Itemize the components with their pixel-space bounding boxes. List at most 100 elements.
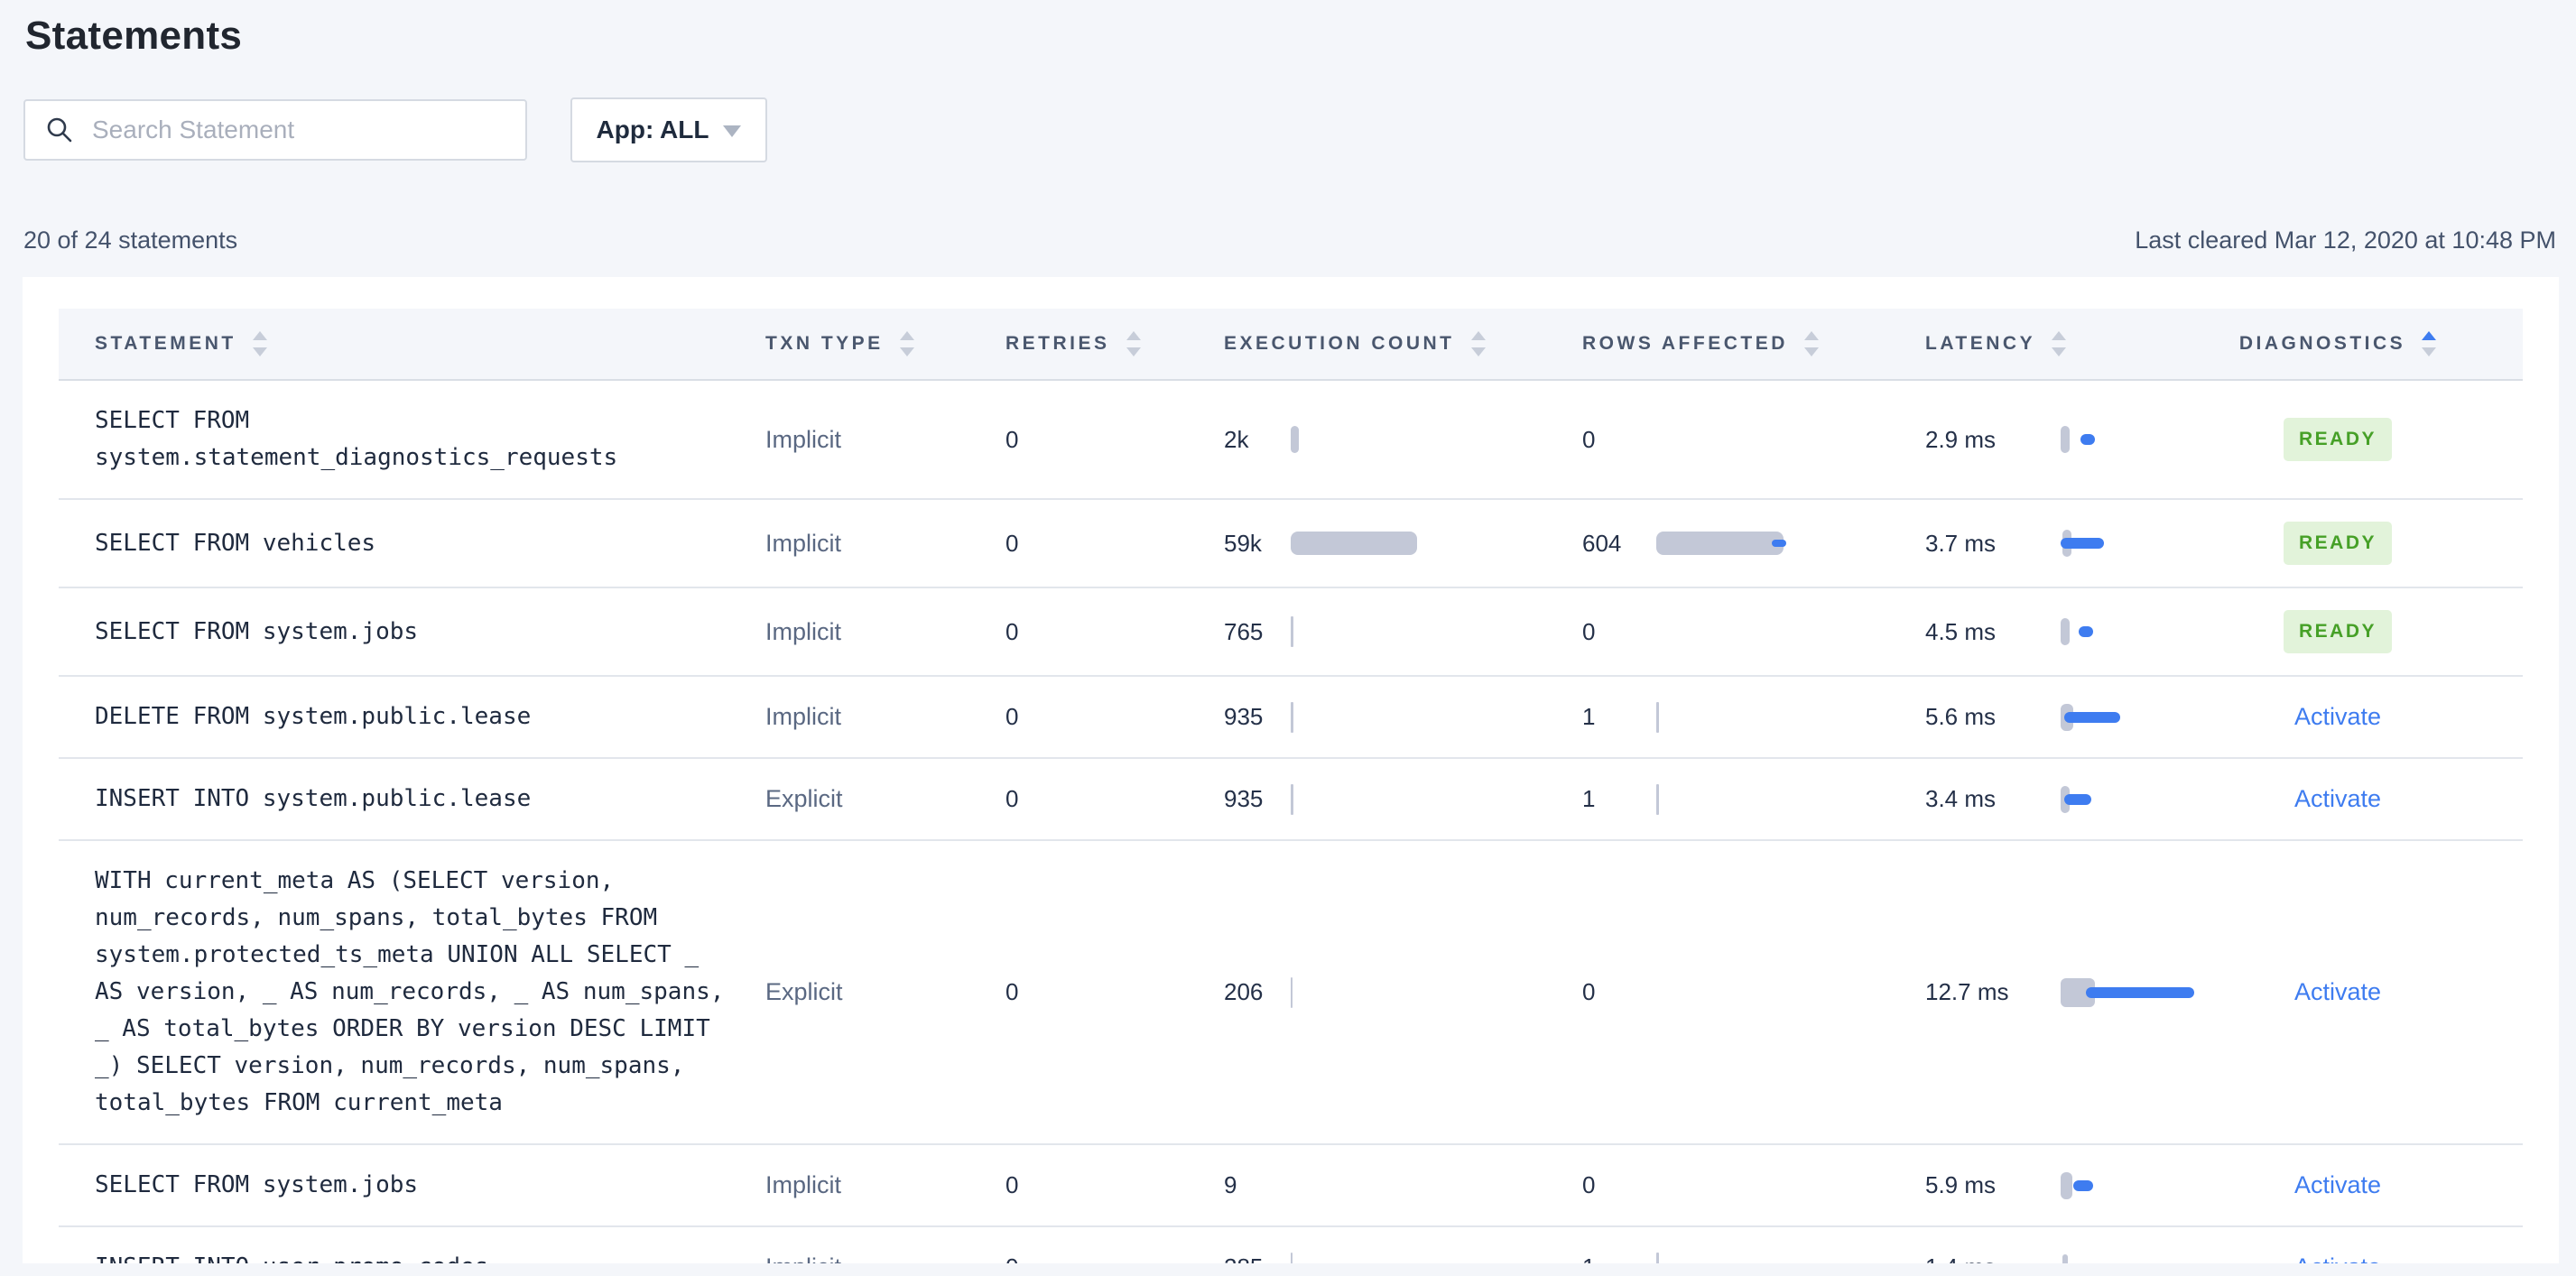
- rows-affected-cell: 0: [1582, 1169, 1898, 1203]
- table-body: SELECT FROM system.statement_diagnostics…: [59, 381, 2523, 1263]
- sort-arrows-icon: [252, 331, 267, 356]
- txn-type-cell: Implicit: [765, 529, 842, 557]
- table-row: SELECT FROM system.jobs Implicit 0 765 0 4.5 …: [59, 588, 2523, 677]
- column-header-retries[interactable]: RETRIES: [1005, 331, 1141, 356]
- column-header-diag[interactable]: DIAGNOSTICS: [2225, 331, 2451, 356]
- statement-text[interactable]: SELECT FROM system.jobs: [95, 617, 419, 645]
- latency-chart: [2061, 422, 2214, 457]
- table-row: SELECT FROM system.statement_diagnostics…: [59, 381, 2523, 500]
- execution-count-value: 2k: [1224, 425, 1249, 453]
- execution-count-bar-area: [1291, 1169, 1540, 1203]
- statement-text[interactable]: DELETE FROM system.public.lease: [95, 703, 532, 730]
- activate-diagnostics-link[interactable]: Activate: [2293, 785, 2382, 812]
- rows-affected-bar-area: [1656, 615, 1898, 649]
- execution-count-value: 9: [1224, 1171, 1237, 1198]
- statement-text[interactable]: SELECT FROM system.statement_diagnostics…: [95, 407, 618, 471]
- latency-chart: [2061, 782, 2214, 817]
- sort-desc-icon[interactable]: [1126, 347, 1141, 356]
- latency-value: 1.4 ms: [1925, 1253, 2043, 1263]
- sort-desc-icon[interactable]: [2052, 347, 2067, 356]
- execution-count-bar: [1291, 701, 1293, 733]
- rows-affected-bar-area: [1656, 422, 1898, 457]
- diagnostics-cell: READY: [2225, 522, 2451, 565]
- latency-bar: [2086, 986, 2194, 998]
- retries-cell: 0: [1005, 703, 1019, 730]
- sort-asc-icon[interactable]: [252, 331, 267, 340]
- search-box[interactable]: [23, 99, 527, 161]
- execution-count-bar: [1291, 426, 1299, 453]
- execution-count-bar-area: [1291, 700, 1540, 735]
- execution-count-cell: 765: [1224, 615, 1540, 649]
- column-label: TXN TYPE: [765, 333, 884, 354]
- latency-cell: 3.7 ms: [1925, 526, 2214, 560]
- column-header-rows[interactable]: ROWS AFFECTED: [1582, 331, 1898, 356]
- sort-desc-icon[interactable]: [1470, 347, 1486, 356]
- latency-stddev-band: [2061, 618, 2070, 645]
- latency-chart: [2061, 700, 2214, 735]
- column-header-latency[interactable]: LATENCY: [1925, 331, 2214, 356]
- statement-text[interactable]: SELECT FROM vehicles: [95, 529, 376, 557]
- sort-arrows-icon: [1126, 331, 1141, 356]
- sort-asc-icon[interactable]: [2422, 331, 2437, 340]
- rows-affected-cell: 0: [1582, 422, 1898, 457]
- txn-type-cell: Implicit: [765, 1171, 842, 1198]
- sort-asc-icon[interactable]: [1126, 331, 1141, 340]
- sort-desc-icon[interactable]: [899, 347, 914, 356]
- rows-affected-cell: 1: [1582, 782, 1898, 817]
- execution-count-bar: [1291, 532, 1417, 555]
- sort-desc-icon[interactable]: [252, 347, 267, 356]
- statements-count: 20 of 24 statements: [23, 227, 238, 254]
- latency-cell: 5.6 ms: [1925, 700, 2214, 735]
- activate-diagnostics-link[interactable]: Activate: [2294, 1253, 2381, 1263]
- statement-cell: INSERT INTO user_promo_codes: [95, 1249, 727, 1263]
- statement-text[interactable]: SELECT FROM system.jobs: [95, 1171, 419, 1198]
- sort-asc-icon[interactable]: [899, 331, 914, 340]
- latency-chart: [2061, 615, 2214, 649]
- search-input[interactable]: [90, 115, 509, 145]
- app-filter-label: App: ALL: [596, 116, 709, 143]
- diagnostics-ready-badge[interactable]: READY: [2283, 418, 2392, 461]
- execution-count-cell: 2k: [1224, 422, 1540, 457]
- activate-diagnostics-link[interactable]: Activate: [2293, 978, 2382, 1005]
- latency-value: 5.9 ms: [1925, 1171, 1997, 1198]
- execution-count-value: 59k: [1224, 529, 1262, 557]
- statement-cell: SELECT FROM system.jobs: [95, 614, 727, 651]
- latency-chart: [2061, 975, 2214, 1010]
- execution-count-bar-area: [1291, 975, 1540, 1010]
- activate-diagnostics-link[interactable]: Activate: [2293, 1171, 2382, 1198]
- column-header-stmt[interactable]: STATEMENT: [95, 331, 727, 356]
- rows-affected-value: 0: [1582, 1171, 1596, 1198]
- last-cleared-timestamp: Last cleared Mar 12, 2020 at 10:48 PM: [2135, 227, 2556, 254]
- latency-cell: 3.4 ms: [1925, 782, 2214, 817]
- activate-diagnostics-link[interactable]: Activate: [2293, 703, 2382, 730]
- diagnostics-ready-badge[interactable]: READY: [2283, 522, 2392, 565]
- table-row: INSERT INTO system.public.lease Explicit 0…: [59, 759, 2523, 841]
- column-header-txn[interactable]: TXN TYPE: [765, 331, 955, 356]
- sort-arrows-icon: [1470, 331, 1486, 356]
- sort-asc-icon[interactable]: [1803, 331, 1819, 340]
- latency-chart: [2061, 526, 2214, 560]
- retries-cell: 0: [1005, 1253, 1123, 1263]
- sort-asc-icon[interactable]: [1470, 331, 1486, 340]
- statement-text[interactable]: INSERT INTO system.public.lease: [95, 785, 532, 812]
- sort-desc-icon[interactable]: [2422, 347, 2437, 356]
- table-row: DELETE FROM system.public.lease Implicit 0…: [59, 677, 2523, 759]
- statement-text[interactable]: INSERT INTO user_promo_codes: [95, 1249, 727, 1263]
- latency-cell: 5.9 ms: [1925, 1169, 2214, 1203]
- filter-controls: App: ALL: [23, 97, 2556, 162]
- diagnostics-ready-badge[interactable]: READY: [2283, 610, 2392, 653]
- rows-affected-bar-area: [1656, 782, 1898, 817]
- table-row: SELECT FROM system.jobs Implicit 0 9 0 5.9 ms…: [59, 1145, 2523, 1227]
- app-filter-dropdown[interactable]: App: ALL: [570, 97, 767, 162]
- column-header-exec[interactable]: EXECUTION COUNT: [1224, 331, 1540, 356]
- rows-affected-bar: [1656, 701, 1659, 733]
- page-topbar: Statements App: ALL 20 of 24 statements …: [0, 13, 2576, 254]
- statement-text[interactable]: WITH current_meta AS (SELECT version, nu…: [95, 867, 725, 1116]
- rows-affected-value: 1: [1582, 703, 1596, 730]
- latency-value: 3.7 ms: [1925, 529, 1997, 557]
- execution-count-value: 935: [1224, 785, 1264, 812]
- sort-desc-icon[interactable]: [1803, 347, 1819, 356]
- sort-asc-icon[interactable]: [2052, 331, 2067, 340]
- execution-count-bar-area: [1291, 1251, 1540, 1263]
- execution-count-bar-area: [1291, 526, 1540, 560]
